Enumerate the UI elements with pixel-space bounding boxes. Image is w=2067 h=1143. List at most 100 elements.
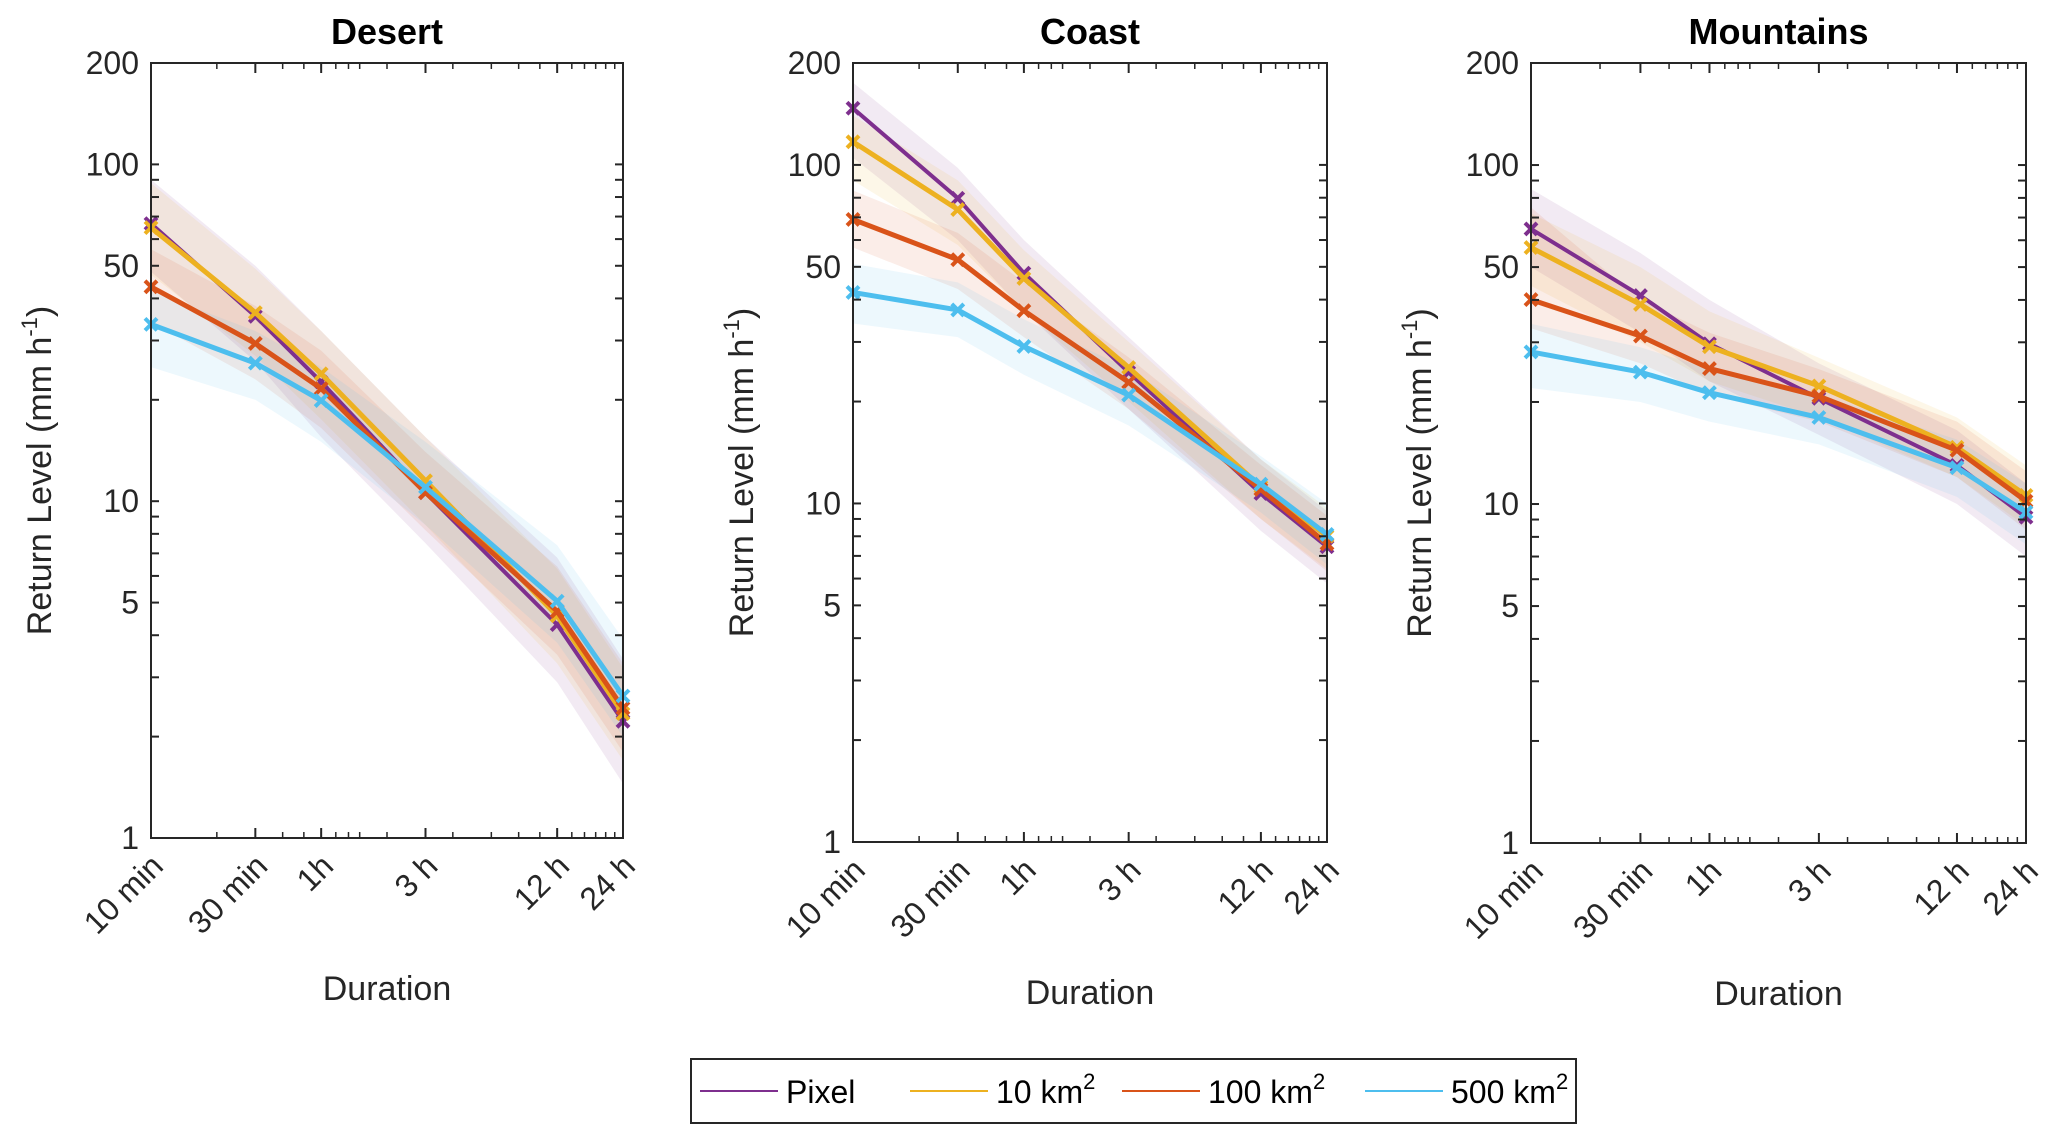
legend-label: 10 km2 xyxy=(996,1069,1095,1110)
panel-desert: Desert 1 5 10 50 100 200 10 min 30 min 1h 3 h 12 h2… xyxy=(17,11,642,1008)
data-point-marker xyxy=(950,202,966,217)
data-point-marker xyxy=(1633,328,1648,344)
data-point-marker xyxy=(950,302,966,318)
series-line xyxy=(150,322,626,698)
data-point-marker xyxy=(1016,303,1032,319)
x-tick-label: 12 h xyxy=(507,847,576,916)
y-tick-label: 10 xyxy=(103,483,139,519)
data-point-marker xyxy=(247,355,263,371)
data-point-marker xyxy=(1702,385,1717,401)
data-point-marker xyxy=(247,305,263,321)
data-point-marker xyxy=(1702,361,1717,376)
y-tick-label: 200 xyxy=(1466,45,1519,81)
y-tick-label: 1 xyxy=(823,824,841,860)
y-axis: 1 5 10 50 100 200 xyxy=(1466,45,2026,861)
data-point-marker xyxy=(950,190,966,206)
series-4 xyxy=(1523,344,2034,520)
legend-item-4: 500 km2 xyxy=(1365,1069,1568,1110)
y-tick-label: 10 xyxy=(805,485,841,521)
legend-label-text: 10 km xyxy=(996,1074,1083,1110)
confidence-band-3 xyxy=(853,190,1327,572)
data-point-marker xyxy=(950,252,966,268)
y-tick-label: 200 xyxy=(788,45,841,81)
y-tick-label: 50 xyxy=(1483,249,1519,285)
confidence-band-3 xyxy=(151,249,623,753)
series-line xyxy=(1530,297,2028,504)
x-tick-label: 1h xyxy=(289,847,340,898)
data-point-marker xyxy=(1016,271,1032,286)
series-line xyxy=(149,284,626,710)
y-tick-label: 10 xyxy=(1483,486,1519,522)
legend-item-3: 100 km2 xyxy=(1122,1069,1325,1110)
data-point-marker xyxy=(1121,374,1137,390)
panel-title: Desert xyxy=(331,11,443,52)
data-point-marker xyxy=(1253,476,1269,492)
panel-mountains: Mountains 1 5 10 50 100 200 10 min 30 min 1h 3 h 12… xyxy=(1397,11,2045,1013)
y-tick-label: 50 xyxy=(805,249,841,285)
y-tick-label: 1 xyxy=(1501,825,1519,861)
panel-title: Coast xyxy=(1040,11,1140,52)
x-tick-label: 3 h xyxy=(388,847,445,904)
y-axis-label-superscript: -1 xyxy=(17,317,42,337)
series-4 xyxy=(143,316,631,704)
data-point-marker xyxy=(313,393,329,408)
y-axis-label-suffix: ) xyxy=(1401,308,1439,319)
x-tick-label: 24 h xyxy=(572,847,641,916)
series-line xyxy=(149,225,626,716)
x-tick-label: 10 min xyxy=(77,847,170,940)
series-line xyxy=(852,289,1329,537)
data-point-marker xyxy=(1633,297,1648,312)
data-point-marker xyxy=(1121,360,1137,375)
x-tick-label: 24 h xyxy=(1975,852,2044,921)
data-point-marker xyxy=(1949,460,1965,476)
legend-label-superscript: 2 xyxy=(1313,1069,1325,1094)
x-axis-label: Duration xyxy=(323,970,452,1008)
data-point-marker xyxy=(418,479,433,495)
y-axis-label-superscript: -1 xyxy=(1397,320,1422,340)
legend-label: 100 km2 xyxy=(1208,1069,1325,1110)
legend: Pixel 10 km2 100 km2 500 km2 xyxy=(690,1058,1577,1124)
confidence-band-4 xyxy=(151,291,623,737)
legend-label-text: Pixel xyxy=(786,1074,855,1110)
y-axis-label: Return Level (mm h-1) xyxy=(719,308,761,637)
y-axis: 1 5 10 50 100 200 xyxy=(788,45,1327,860)
legend-item-1: Pixel xyxy=(700,1074,855,1110)
y-axis-label-text: Return Level (mm h xyxy=(21,337,59,636)
data-point-marker xyxy=(247,336,263,351)
x-tick-label: 3 h xyxy=(1781,852,1838,909)
confidence-bands xyxy=(151,179,623,784)
data-point-marker xyxy=(313,366,329,382)
legend-label-superscript: 2 xyxy=(1083,1069,1095,1094)
data-point-marker xyxy=(1633,364,1648,380)
panel-title: Mountains xyxy=(1689,11,1869,52)
y-tick-label: 100 xyxy=(788,147,841,183)
x-tick-label: 12 h xyxy=(1906,852,1975,921)
y-axis: 1 5 10 50 100 200 xyxy=(86,45,623,856)
x-tick-label: 30 min xyxy=(1566,852,1659,945)
legend-label: Pixel xyxy=(786,1074,855,1110)
legend-label-text: 500 km xyxy=(1451,1074,1556,1110)
y-axis-label-suffix: ) xyxy=(723,308,761,319)
y-tick-label: 100 xyxy=(86,146,139,182)
x-tick-label: 10 min xyxy=(1457,852,1550,945)
series-4 xyxy=(845,285,1335,542)
y-axis-label: Return Level (mm h-1) xyxy=(1397,308,1439,637)
legend-label-superscript: 2 xyxy=(1556,1069,1568,1094)
confidence-band-4 xyxy=(853,263,1327,565)
x-tick-label: 1h xyxy=(1678,852,1729,903)
y-tick-label: 50 xyxy=(103,248,139,284)
y-axis-label-text: Return Level (mm h xyxy=(1401,339,1439,638)
confidence-band-2 xyxy=(853,115,1327,570)
confidence-band-4 xyxy=(1531,323,2026,545)
data-point-marker xyxy=(313,381,329,396)
x-axis-label: Duration xyxy=(1714,975,1843,1013)
y-tick-label: 100 xyxy=(1466,147,1519,183)
data-point-marker xyxy=(549,593,565,609)
x-tick-label: 3 h xyxy=(1091,851,1148,908)
panel-coast: Coast 1 5 10 50 100 200 10 min 30 min 1h 3 h 12 h24… xyxy=(719,11,1346,1012)
series-line xyxy=(852,217,1329,546)
x-tick-label: 12 h xyxy=(1210,851,1279,920)
legend-label: 500 km2 xyxy=(1451,1069,1568,1110)
